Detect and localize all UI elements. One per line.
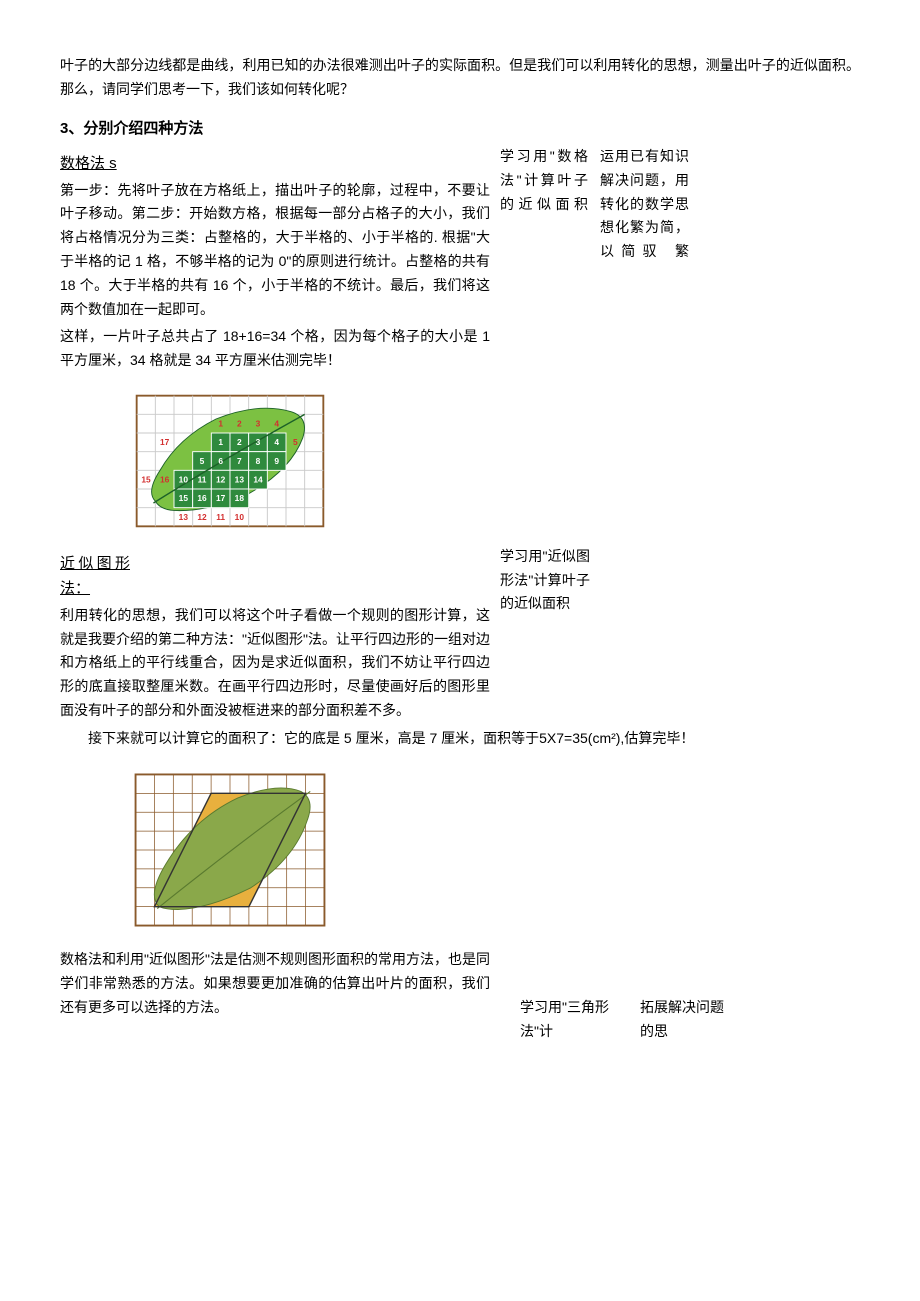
method-1-main: 数格法 s 第一步：先将叶子放在方格纸上，描出叶子的轮廓，过程中，不要让叶子移动… bbox=[60, 145, 490, 377]
svg-text:3: 3 bbox=[256, 437, 261, 447]
svg-text:10: 10 bbox=[179, 474, 189, 484]
svg-text:17: 17 bbox=[216, 493, 226, 503]
svg-text:13: 13 bbox=[179, 512, 189, 522]
bottom-side-group: 学习用"三角形法"计 拓展解决问题的思 bbox=[520, 996, 730, 1044]
svg-text:7: 7 bbox=[237, 456, 242, 466]
svg-text:5: 5 bbox=[293, 437, 298, 447]
method-2-side-1: 学习用"近似图形法"计算叶子的近似面积 bbox=[500, 545, 590, 727]
svg-text:15: 15 bbox=[179, 493, 189, 503]
svg-text:4: 4 bbox=[274, 437, 279, 447]
svg-text:9: 9 bbox=[274, 456, 279, 466]
section-3-title: 3、分别介绍四种方法 bbox=[60, 116, 860, 142]
bottom-para: 数格法和利用"近似图形"法是估测不规则图形面积的常用方法，也是同学们非常熟悉的方… bbox=[60, 948, 490, 1019]
method-1-side-2: 运用已有知识解决问题，用转化的数学思想化繁为简，以简驭 繁 bbox=[600, 145, 690, 377]
method-2-body-1: 利用转化的思想，我们可以将这个叶子看做一个规则的图形计算，这就是我要介绍的第二种… bbox=[60, 604, 490, 723]
method-1-row: 数格法 s 第一步：先将叶子放在方格纸上，描出叶子的轮廓，过程中，不要让叶子移动… bbox=[60, 145, 860, 377]
svg-text:6: 6 bbox=[218, 456, 223, 466]
method-1-body-1: 第一步：先将叶子放在方格纸上，描出叶子的轮廓，过程中，不要让叶子移动。第二步：开… bbox=[60, 179, 490, 322]
svg-text:14: 14 bbox=[253, 474, 263, 484]
figure-1-leaf-grid: 1234517151613121110 12345678910111213141… bbox=[120, 391, 860, 539]
svg-text:17: 17 bbox=[160, 437, 170, 447]
svg-text:3: 3 bbox=[256, 418, 261, 428]
svg-text:12: 12 bbox=[216, 474, 226, 484]
method-1-title: 数格法 s bbox=[60, 151, 490, 177]
figure-2-leaf-parallelogram bbox=[120, 765, 860, 943]
svg-text:12: 12 bbox=[197, 512, 207, 522]
method-1-side-1: 学习用"数格法"计算叶子的近似面积 bbox=[500, 145, 590, 377]
svg-text:8: 8 bbox=[256, 456, 261, 466]
method-2-title: 近似图形法： bbox=[60, 551, 130, 602]
svg-text:1: 1 bbox=[218, 418, 223, 428]
method-2-row: 近似图形法： 利用转化的思想，我们可以将这个叶子看做一个规则的图形计算，这就是我… bbox=[60, 545, 860, 727]
method-2-main: 近似图形法： 利用转化的思想，我们可以将这个叶子看做一个规则的图形计算，这就是我… bbox=[60, 545, 490, 727]
svg-text:4: 4 bbox=[274, 418, 279, 428]
svg-text:5: 5 bbox=[200, 456, 205, 466]
method-1-body-2: 这样，一片叶子总共占了 18+16=34 个格，因为每个格子的大小是 1 平方厘… bbox=[60, 325, 490, 373]
bottom-side-1: 学习用"三角形法"计 bbox=[520, 996, 610, 1044]
svg-text:11: 11 bbox=[198, 474, 207, 484]
bottom-side-2: 拓展解决问题的思 bbox=[640, 996, 730, 1044]
intro-paragraph: 叶子的大部分边线都是曲线，利用已知的办法很难测出叶子的实际面积。但是我们可以利用… bbox=[60, 54, 860, 102]
svg-text:16: 16 bbox=[160, 474, 170, 484]
leaf-grid-svg-1: 1234517151613121110 12345678910111213141… bbox=[120, 391, 340, 531]
svg-text:11: 11 bbox=[216, 512, 225, 522]
leaf-grid-svg-2 bbox=[120, 765, 340, 935]
svg-text:1: 1 bbox=[218, 437, 223, 447]
method-2-body-2: 接下来就可以计算它的面积了：它的底是 5 厘米，高是 7 厘米，面积等于5X7=… bbox=[60, 727, 860, 751]
svg-text:13: 13 bbox=[235, 474, 245, 484]
svg-text:16: 16 bbox=[197, 493, 207, 503]
svg-text:2: 2 bbox=[237, 418, 242, 428]
svg-text:18: 18 bbox=[235, 493, 245, 503]
svg-text:15: 15 bbox=[141, 474, 151, 484]
svg-text:2: 2 bbox=[237, 437, 242, 447]
bottom-row: 数格法和利用"近似图形"法是估测不规则图形面积的常用方法，也是同学们非常熟悉的方… bbox=[60, 948, 860, 1044]
svg-text:10: 10 bbox=[235, 512, 245, 522]
